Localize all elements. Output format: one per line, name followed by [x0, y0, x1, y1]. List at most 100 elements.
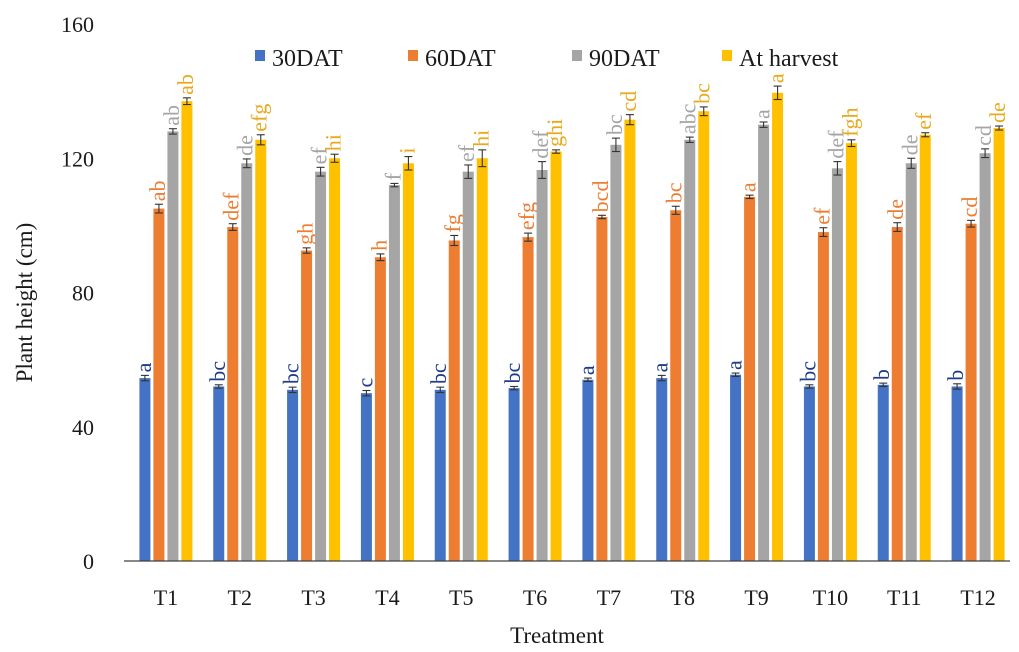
bar	[301, 251, 312, 561]
significance-letter: bc	[662, 182, 687, 203]
bar	[832, 168, 843, 561]
bar	[389, 185, 400, 561]
y-tick-label: 40	[72, 415, 94, 440]
y-tick-label: 160	[61, 12, 94, 37]
legend-swatch	[255, 50, 265, 61]
legend-label: 30DAT	[272, 46, 343, 72]
bar	[656, 378, 667, 561]
bar	[730, 375, 741, 561]
x-tick-label: T10	[813, 585, 848, 610]
bar	[920, 135, 931, 561]
significance-letter: de	[233, 135, 258, 156]
bar	[994, 128, 1005, 561]
significance-letter: a	[131, 362, 156, 372]
bar	[227, 227, 238, 561]
significance-letter: ab	[173, 74, 198, 95]
bar	[167, 131, 178, 561]
bar-series-group: aabababbcdefdeefgbcghefhichfibcfgefhibce…	[131, 73, 1010, 561]
significance-letter: efg	[514, 202, 539, 230]
bar	[684, 140, 695, 561]
significance-letter: bc	[279, 363, 304, 384]
bar	[287, 390, 298, 561]
bar	[181, 101, 192, 561]
x-tick-label: T6	[523, 585, 547, 610]
y-axis-ticks: 0 40 80 120 160	[61, 12, 94, 574]
significance-letter: bc	[690, 83, 715, 104]
bar	[523, 237, 534, 561]
y-tick-label: 120	[61, 146, 94, 171]
legend-label: At harvest	[739, 46, 839, 72]
significance-letter: c	[352, 378, 377, 388]
significance-letter: f	[380, 172, 405, 180]
significance-letter: a	[648, 362, 673, 372]
y-tick-label: 80	[72, 281, 94, 306]
significance-letter: ef	[911, 112, 936, 130]
bar	[698, 111, 709, 561]
significance-letter: gh	[293, 223, 318, 245]
bar	[818, 232, 829, 561]
bar	[375, 257, 386, 561]
significance-letter: fgh	[837, 107, 862, 136]
legend-label: 90DAT	[589, 46, 660, 72]
bar	[213, 386, 224, 561]
significance-letter: bc	[500, 362, 525, 383]
significance-letter: a	[722, 360, 747, 370]
significance-letter: ghi	[542, 119, 567, 147]
bar	[892, 227, 903, 561]
bar	[846, 143, 857, 561]
bar	[758, 125, 769, 561]
significance-letter: a	[750, 109, 775, 119]
bar	[463, 172, 474, 561]
bar	[255, 140, 266, 561]
bar	[435, 390, 446, 561]
significance-letter: de	[897, 134, 922, 155]
significance-letter: cd	[971, 125, 996, 146]
bar	[610, 145, 621, 561]
legend-label: 60DAT	[425, 46, 496, 72]
x-axis-title: Treatment	[510, 623, 604, 648]
x-tick-label: T5	[449, 585, 473, 610]
bar	[551, 152, 562, 561]
bar	[952, 386, 963, 561]
significance-letter: fg	[440, 214, 465, 232]
bar	[315, 172, 326, 561]
significance-letter: i	[394, 147, 419, 153]
x-axis-ticks: T1 T2 T3 T4 T5 T6 T7 T8 T9 T10 T11 T12	[154, 585, 996, 610]
significance-letter: h	[366, 240, 391, 251]
bar	[477, 158, 488, 561]
significance-letter: a	[736, 182, 761, 192]
significance-letter: efg	[247, 104, 272, 132]
x-tick-label: T1	[154, 585, 178, 610]
significance-letter: abc	[676, 103, 701, 134]
legend-swatch	[572, 50, 582, 61]
x-tick-label: T9	[744, 585, 768, 610]
bar	[804, 386, 815, 561]
bar	[980, 153, 991, 561]
bar	[582, 380, 593, 561]
y-tick-label: 0	[83, 549, 94, 574]
legend-swatch	[408, 50, 418, 61]
significance-letter: ef	[809, 207, 834, 225]
bar	[153, 209, 164, 561]
significance-letter: b	[943, 370, 968, 381]
bar	[906, 163, 917, 561]
legend-swatch	[722, 50, 732, 61]
significance-letter: de	[985, 102, 1010, 123]
significance-letter: bc	[795, 361, 820, 382]
bar	[670, 210, 681, 561]
x-tick-label: T11	[887, 585, 922, 610]
bar	[449, 240, 460, 561]
significance-letter: cd	[616, 91, 641, 112]
bar	[403, 163, 414, 561]
significance-letter: def	[219, 192, 244, 221]
bar	[329, 158, 340, 561]
significance-letter: ab	[159, 105, 184, 126]
significance-letter: hi	[468, 130, 493, 147]
significance-letter: bc	[426, 363, 451, 384]
x-tick-label: T3	[301, 585, 325, 610]
x-tick-label: T8	[671, 585, 695, 610]
significance-letter: cd	[957, 197, 982, 218]
bar	[241, 163, 252, 561]
significance-letter: b	[869, 369, 894, 380]
y-axis-title: Plant height (cm)	[12, 223, 37, 383]
